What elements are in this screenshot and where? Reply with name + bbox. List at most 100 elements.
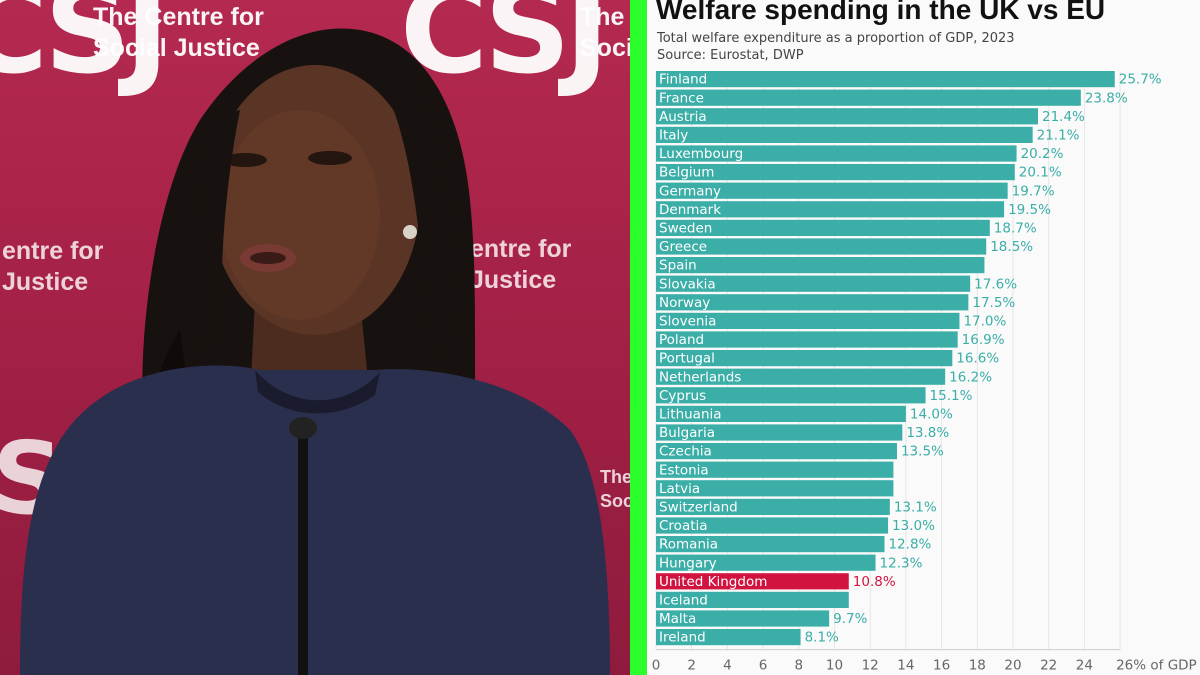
bar xyxy=(656,331,958,348)
x-tick-label: 6 xyxy=(759,658,768,674)
bar-category-label: Denmark xyxy=(659,202,721,218)
bar-category-label: Czechia xyxy=(659,444,712,460)
bar xyxy=(656,610,830,627)
bar xyxy=(656,182,1008,199)
x-axis-unit-label: 26% of GDP xyxy=(1116,658,1197,674)
bar-category-label: Cyprus xyxy=(659,388,706,404)
x-tick-label: 8 xyxy=(795,658,804,674)
bar-value-label: 20.1% xyxy=(1019,165,1062,181)
bar-category-label: Iceland xyxy=(659,593,708,609)
chart-panel: Welfare spending in the UK vs EU Total w… xyxy=(647,0,1200,675)
bar-value-label: 12.8% xyxy=(888,537,931,553)
bar-value-label: 8.1% xyxy=(805,630,839,646)
bar-value-label: 17.5% xyxy=(972,295,1015,311)
bar xyxy=(656,238,987,255)
bar xyxy=(656,294,969,311)
bar xyxy=(656,480,894,497)
bar xyxy=(656,201,1005,218)
bar-category-label: Italy xyxy=(659,128,688,144)
bar-category-label: Hungary xyxy=(659,555,717,571)
bar-category-label: Austria xyxy=(659,109,707,125)
backdrop-text-small: The Soci xyxy=(600,467,630,511)
csj-logo-text-partial: The Soci xyxy=(580,3,630,62)
bar xyxy=(656,517,889,534)
bar-category-label: Norway xyxy=(659,295,710,311)
bar xyxy=(656,405,906,422)
bar xyxy=(656,573,849,590)
backdrop-text-left: entre for Justice xyxy=(2,237,104,296)
bar xyxy=(656,461,894,478)
bar-category-label: Germany xyxy=(659,183,721,199)
csj-logo-text: The Centre for Social Justice xyxy=(93,3,264,62)
bar-value-label: 19.5% xyxy=(1008,202,1051,218)
x-tick-label: 14 xyxy=(897,658,914,674)
bar xyxy=(656,443,897,460)
bar-category-label: Spain xyxy=(659,258,697,274)
csj-logo-mark-left: CSJ xyxy=(0,0,169,101)
bar xyxy=(656,145,1017,162)
bar-value-label: 9.7% xyxy=(833,611,867,627)
bar-category-label: Slovenia xyxy=(659,314,716,330)
bar xyxy=(656,424,903,441)
bar-category-label: Slovakia xyxy=(659,276,716,292)
bar-category-label: Greece xyxy=(659,239,707,255)
bar-value-label: 21.4% xyxy=(1042,109,1085,125)
bar-category-label: Malta xyxy=(659,611,696,627)
bar-category-label: United Kingdom xyxy=(659,574,767,590)
bar-category-label: Estonia xyxy=(659,462,709,478)
bar xyxy=(656,275,971,292)
bar-value-label: 18.5% xyxy=(990,239,1033,255)
x-tick-label: 20 xyxy=(1004,658,1021,674)
bar-category-label: Luxembourg xyxy=(659,146,743,162)
bar-category-label: Croatia xyxy=(659,518,708,534)
bar-value-label: 21.1% xyxy=(1037,128,1080,144)
x-tick-label: 4 xyxy=(723,658,732,674)
backdrop-text-right: entre for Justice xyxy=(470,235,572,294)
bar-value-label: 12.3% xyxy=(880,555,923,571)
bar-value-label: 17.0% xyxy=(963,314,1006,330)
x-tick-label: 22 xyxy=(1040,658,1057,674)
bar-category-label: Bulgaria xyxy=(659,425,715,441)
bar xyxy=(656,498,890,515)
bar xyxy=(656,312,960,329)
bar-category-label: Switzerland xyxy=(659,500,738,516)
bar xyxy=(656,89,1081,106)
bar xyxy=(656,554,876,571)
green-divider xyxy=(630,0,647,675)
bar xyxy=(656,164,1015,181)
bar-value-label: 13.8% xyxy=(906,425,949,441)
bar-category-label: Portugal xyxy=(659,351,715,367)
bar xyxy=(656,71,1115,88)
bar-value-label: 19.7% xyxy=(1012,183,1055,199)
chart-subtitle: Total welfare expenditure as a proportio… xyxy=(657,31,1015,46)
x-tick-label: 10 xyxy=(826,658,843,674)
bar-value-label: 18.7% xyxy=(994,221,1037,237)
bar-category-label: Sweden xyxy=(659,221,712,237)
bar-category-label: Latvia xyxy=(659,481,700,497)
x-tick-label: 16 xyxy=(933,658,950,674)
bar-value-label: 23.8% xyxy=(1085,90,1128,106)
bar-category-label: Poland xyxy=(659,332,704,348)
bar-category-label: Netherlands xyxy=(659,369,741,385)
bar-value-label: 10.8% xyxy=(853,574,896,590)
video-panel: CSJ The Centre for Social Justice CSJ Th… xyxy=(0,0,630,675)
bar xyxy=(656,629,801,646)
chart-title: Welfare spending in the UK vs EU xyxy=(656,0,1106,25)
bar xyxy=(656,126,1033,143)
bar-value-label: 16.2% xyxy=(949,369,992,385)
x-tick-label: 2 xyxy=(687,658,696,674)
bar-value-label: 13.5% xyxy=(901,444,944,460)
bar xyxy=(656,536,885,553)
bar xyxy=(656,591,849,608)
x-tick-label: 24 xyxy=(1076,658,1093,674)
bar-value-label: 20.2% xyxy=(1021,146,1064,162)
x-tick-label: 12 xyxy=(862,658,879,674)
bar-category-label: Belgium xyxy=(659,165,714,181)
bar xyxy=(656,368,946,385)
bar xyxy=(656,108,1038,125)
bar-value-label: 25.7% xyxy=(1119,72,1162,88)
bar xyxy=(656,219,990,236)
bar-chart: Finland 25.7% France 23.8% Austria 21.4% Italy… xyxy=(652,71,1197,674)
speaker-illustration xyxy=(20,28,610,675)
